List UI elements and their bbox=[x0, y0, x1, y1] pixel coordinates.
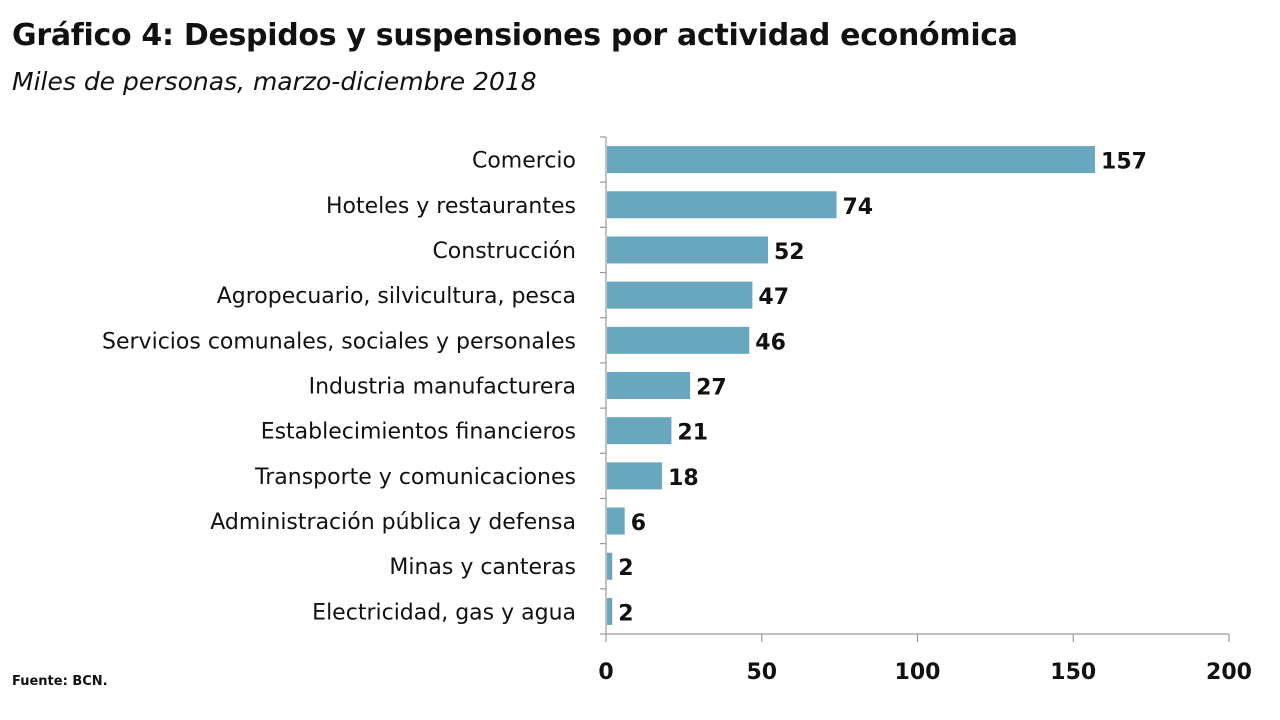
bar bbox=[607, 597, 613, 625]
category-label: Construcción bbox=[432, 239, 576, 264]
value-label: 2 bbox=[618, 601, 633, 626]
value-label: 157 bbox=[1101, 150, 1147, 175]
bar bbox=[607, 552, 613, 580]
chart-title: Gráfico 4: Despidos y suspensiones por a… bbox=[12, 18, 1018, 53]
category-label: Transporte y comunicaciones bbox=[254, 465, 576, 490]
x-tick-label: 50 bbox=[746, 660, 777, 685]
value-label: 47 bbox=[758, 285, 789, 310]
x-tick-label: 200 bbox=[1206, 660, 1252, 685]
bar bbox=[607, 281, 753, 309]
value-label: 2 bbox=[618, 556, 633, 581]
category-label: Industria manufacturera bbox=[309, 375, 576, 400]
value-label: 18 bbox=[668, 466, 699, 491]
value-label: 74 bbox=[843, 195, 874, 220]
x-tick-label: 0 bbox=[598, 660, 613, 685]
bar bbox=[607, 326, 750, 354]
chart-subtitle: Miles de personas, marzo-diciembre 2018 bbox=[12, 67, 537, 96]
category-label: Servicios comunales, sociales y personal… bbox=[102, 329, 576, 354]
category-label: Comercio bbox=[472, 149, 576, 174]
x-tick-label: 100 bbox=[895, 660, 941, 685]
x-tick-label: 150 bbox=[1050, 660, 1096, 685]
value-label: 46 bbox=[755, 330, 786, 355]
bar bbox=[607, 236, 768, 264]
value-label: 52 bbox=[774, 240, 805, 265]
bar bbox=[607, 462, 663, 490]
value-label: 6 bbox=[631, 511, 646, 536]
value-label: 21 bbox=[677, 421, 708, 446]
bar bbox=[607, 507, 625, 535]
category-label: Agropecuario, silvicultura, pesca bbox=[217, 284, 576, 309]
category-label: Electricidad, gas y agua bbox=[312, 600, 576, 625]
bar bbox=[607, 191, 837, 219]
category-label: Minas y canteras bbox=[389, 555, 576, 580]
category-label: Hoteles y restaurantes bbox=[326, 194, 576, 219]
bar bbox=[607, 417, 672, 445]
bar bbox=[607, 372, 691, 399]
category-label: Establecimientos financieros bbox=[261, 420, 576, 445]
category-label: Administración pública y defensa bbox=[210, 510, 576, 535]
value-label: 27 bbox=[696, 376, 727, 401]
bar bbox=[607, 146, 1096, 174]
source-note: Fuente: BCN. bbox=[12, 674, 108, 689]
